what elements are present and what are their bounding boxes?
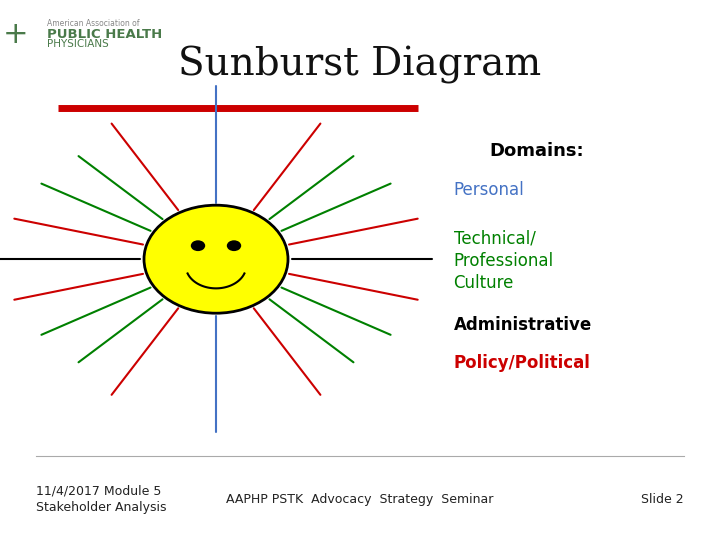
Text: Administrative: Administrative [454, 316, 592, 334]
Circle shape [227, 240, 241, 251]
Text: +: + [3, 19, 29, 49]
Text: Personal: Personal [454, 181, 524, 199]
Circle shape [144, 205, 288, 313]
Text: Slide 2: Slide 2 [642, 493, 684, 506]
Text: 11/4/2017 Module 5
Stakeholder Analysis: 11/4/2017 Module 5 Stakeholder Analysis [36, 484, 166, 515]
Text: Domains:: Domains: [490, 142, 584, 160]
Text: American Association of: American Association of [47, 19, 139, 28]
Text: Sunburst Diagram: Sunburst Diagram [179, 46, 541, 84]
Circle shape [191, 240, 205, 251]
Text: AAPHP PSTK  Advocacy  Strategy  Seminar: AAPHP PSTK Advocacy Strategy Seminar [226, 493, 494, 506]
Text: PUBLIC HEALTH: PUBLIC HEALTH [47, 28, 162, 40]
Text: PHYSICIANS: PHYSICIANS [47, 39, 109, 49]
Text: Policy/Political: Policy/Political [454, 354, 590, 372]
Text: Technical/
Professional
Culture: Technical/ Professional Culture [454, 230, 554, 292]
